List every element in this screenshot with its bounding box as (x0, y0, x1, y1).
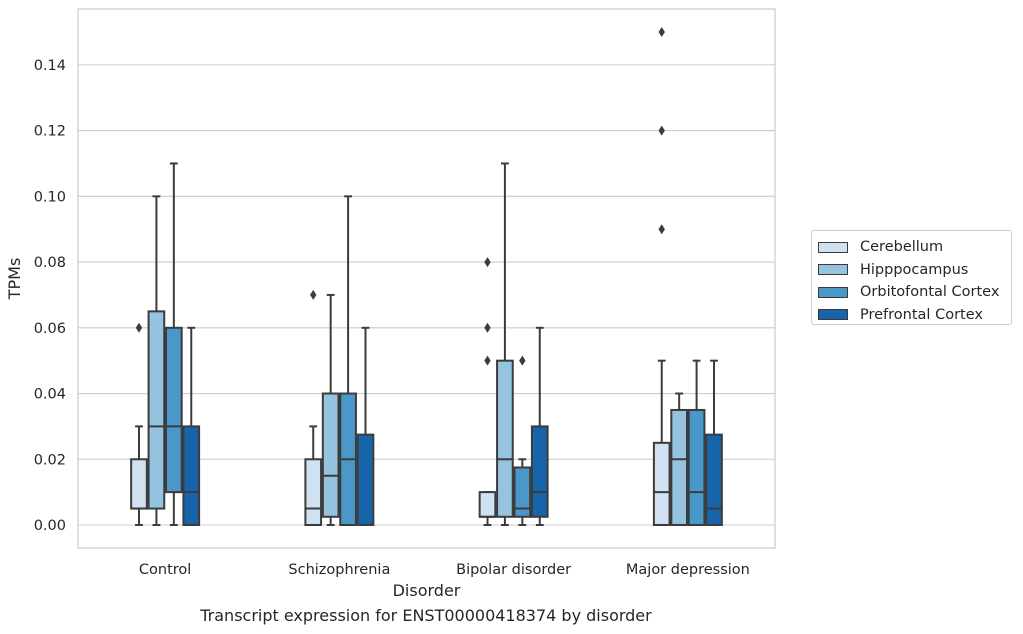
box-iqr (513, 466, 532, 518)
box-hipppocampus (321, 293, 340, 526)
y-tick-label: 0.00 (34, 518, 66, 534)
box-iqr (705, 433, 723, 526)
box-prefrontal-cortex (705, 359, 723, 526)
legend-item-cerebellum: Cerebellum (818, 236, 1011, 259)
outlier-point (310, 289, 317, 300)
plot-frame (77, 8, 776, 549)
outlier-point (658, 224, 665, 235)
y-axis-label: TPMs (5, 258, 24, 301)
box-iqr (652, 441, 671, 526)
box-orbitofontal-cortex (687, 359, 706, 526)
y-tick-label: 0.06 (34, 321, 66, 337)
box-iqr (356, 433, 375, 526)
legend-label: Cerebellum (860, 239, 944, 256)
box-hipppocampus (147, 195, 166, 526)
box-iqr (321, 392, 340, 518)
box-hipppocampus (670, 392, 689, 526)
x-tick-label: Control (139, 562, 191, 578)
box-iqr (687, 408, 706, 526)
x-axis-ticks: Control Schizophrenia Bipolar disorder Majo… (139, 562, 750, 578)
legend-label: Hipppocampus (860, 261, 969, 278)
box-iqr (304, 458, 323, 526)
box-orbitofontal-cortex (339, 195, 357, 526)
y-tick-label: 0.08 (34, 255, 66, 271)
box-iqr (530, 425, 549, 518)
y-tick-label: 0.10 (34, 189, 66, 205)
legend-swatch (818, 241, 848, 253)
outlier-point (484, 257, 491, 268)
legend-swatch (818, 264, 848, 276)
box-cerebellum (652, 27, 671, 526)
y-tick-label: 0.04 (34, 387, 66, 403)
legend-label: Orbitofontal Cortex (860, 284, 1000, 301)
outlier-point (658, 125, 665, 136)
box-iqr (182, 425, 201, 526)
legend-swatch (818, 309, 848, 321)
outlier-point (658, 27, 665, 38)
box-iqr (496, 359, 514, 518)
y-tick-label: 0.02 (34, 452, 66, 468)
box-cerebellum (478, 257, 497, 526)
x-tick-label: Major depression (626, 562, 750, 578)
legend-swatch (818, 286, 848, 298)
legend-item-orbitofrontal-cortex: Orbitofontal Cortex (818, 281, 1011, 304)
box-prefrontal-cortex (356, 326, 375, 526)
box-iqr (478, 491, 497, 518)
outlier-point (484, 322, 491, 333)
box-groups (130, 27, 723, 526)
box-hipppocampus (496, 162, 514, 526)
outlier-point (484, 355, 491, 366)
outlier-point (519, 355, 526, 366)
box-prefrontal-cortex (182, 326, 201, 526)
x-axis-label: Disorder (393, 581, 461, 600)
box-iqr (147, 310, 166, 510)
box-iqr (164, 326, 183, 494)
legend: Cerebellum Hipppocampus Orbitofontal Cor… (811, 230, 1012, 325)
legend-item-hippocampus: Hipppocampus (818, 259, 1011, 282)
box-orbitofontal-cortex (513, 355, 532, 526)
x-tick-label: Bipolar disorder (456, 562, 571, 578)
box-prefrontal-cortex (530, 326, 549, 526)
y-tick-label: 0.14 (34, 58, 66, 74)
box-cerebellum (304, 289, 323, 526)
y-tick-label: 0.12 (34, 124, 66, 140)
box-iqr (670, 408, 689, 526)
box-iqr (130, 458, 148, 510)
box-cerebellum (130, 322, 148, 526)
x-tick-label: Schizophrenia (288, 562, 390, 578)
outlier-point (135, 322, 143, 333)
chart-caption: Transcript expression for ENST0000041837… (200, 606, 652, 625)
y-axis-ticks: 0.00 0.02 0.04 0.06 0.08 0.10 0.12 0.14 (34, 58, 66, 534)
legend-label: Prefrontal Cortex (860, 306, 983, 323)
box-orbitofontal-cortex (164, 162, 183, 526)
legend-item-prefrontal-cortex: Prefrontal Cortex (818, 304, 1011, 327)
